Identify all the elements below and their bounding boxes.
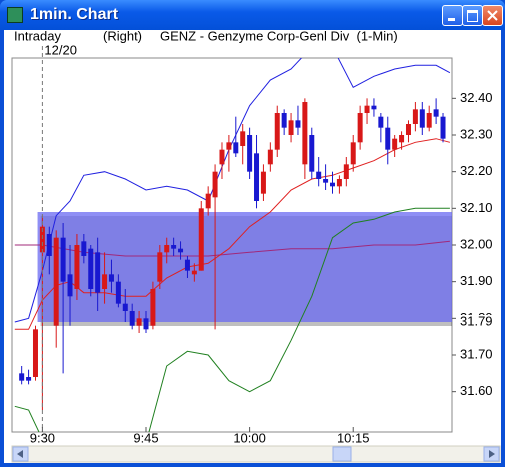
date-label: 12/20 xyxy=(44,42,77,57)
y-tick-label: 31.70 xyxy=(460,346,493,361)
candle-body xyxy=(205,193,211,209)
y-tick-label: 31.60 xyxy=(460,383,493,398)
indicator-line xyxy=(14,58,451,323)
candle-body xyxy=(364,105,370,113)
candle-body xyxy=(295,120,301,128)
candle-body xyxy=(171,245,177,249)
price-zone xyxy=(37,212,452,322)
candle-body xyxy=(164,245,170,253)
candle-body xyxy=(115,281,121,304)
close-icon xyxy=(487,10,498,21)
x-tick-label: 9:30 xyxy=(30,430,55,445)
y-tick-label: 32.10 xyxy=(460,200,493,215)
candle-body xyxy=(412,109,418,124)
candle-body xyxy=(267,149,273,165)
candle-body xyxy=(316,171,322,179)
candle-body xyxy=(440,116,446,139)
candle-body xyxy=(198,208,204,271)
y-tick-label: 32.40 xyxy=(460,90,493,105)
chart-title: GENZ - Genzyme Corp-Genl Div (1-Min) xyxy=(160,28,398,43)
title-bar: 1min. Chart xyxy=(0,0,505,30)
candle-body xyxy=(219,149,225,165)
side-label: (Right) xyxy=(103,28,142,43)
scroll-right-arrow xyxy=(489,450,495,458)
candle-body xyxy=(336,179,342,187)
candle-body xyxy=(426,113,432,128)
candle-body xyxy=(53,237,59,326)
period-label: Intraday xyxy=(14,28,61,43)
candle-body xyxy=(254,153,260,201)
candle-body xyxy=(102,274,108,289)
candle-body xyxy=(274,113,280,150)
candle-body xyxy=(288,120,294,135)
scrollbar[interactable] xyxy=(11,445,501,463)
window-title: 1min. Chart xyxy=(30,6,119,23)
candle-body xyxy=(184,259,190,271)
plot-layer xyxy=(14,58,452,432)
candle-body xyxy=(399,135,405,143)
candle-body xyxy=(212,171,218,198)
candle-body xyxy=(74,245,80,289)
candle-body xyxy=(136,318,142,326)
scroll-thumb[interactable] xyxy=(332,446,352,462)
candle-body xyxy=(357,113,363,143)
candle-body xyxy=(122,303,128,311)
candle-body xyxy=(178,248,184,253)
candle-body xyxy=(143,318,149,330)
candle-body xyxy=(226,142,232,150)
close-button[interactable] xyxy=(482,5,503,26)
candle-body xyxy=(302,102,308,165)
candle-body xyxy=(419,109,425,128)
candle-body xyxy=(247,135,253,172)
candle-body xyxy=(240,131,246,146)
y-tick-label: 31.90 xyxy=(460,273,493,288)
candle-body xyxy=(378,116,384,128)
candle-body xyxy=(371,105,377,110)
candle-body xyxy=(129,311,135,326)
candle-body xyxy=(191,270,197,275)
candle-body xyxy=(26,377,32,381)
candle-body xyxy=(309,135,315,172)
indicator-line xyxy=(14,207,450,432)
candle-body xyxy=(46,234,52,256)
candle-body xyxy=(157,252,163,282)
candle-body xyxy=(260,171,266,194)
candle-body xyxy=(330,182,336,187)
candle-body xyxy=(233,142,239,154)
x-tick-label: 9:45 xyxy=(133,430,158,445)
zone-label: 31.79 xyxy=(460,313,493,328)
x-tick-label: 10:15 xyxy=(337,430,370,445)
candle-body xyxy=(88,248,94,289)
candle-body xyxy=(19,373,25,381)
candle-body xyxy=(32,329,38,377)
x-tick-label: 10:00 xyxy=(233,430,266,445)
y-tick-label: 32.30 xyxy=(460,126,493,141)
candle-body xyxy=(392,138,398,150)
candle-body xyxy=(60,237,66,282)
scroll-left-arrow xyxy=(17,450,23,458)
candle-body xyxy=(150,289,156,326)
zone-label-bg xyxy=(458,315,494,329)
candle-body xyxy=(350,142,356,165)
candle-body xyxy=(81,241,87,256)
candle-body xyxy=(433,109,439,117)
candle-body xyxy=(108,274,114,282)
candle-body xyxy=(343,164,349,179)
candle-body xyxy=(281,113,287,128)
candle-body xyxy=(39,226,45,253)
candle-body xyxy=(323,179,329,183)
candle-body xyxy=(95,252,101,293)
y-tick-label: 32.00 xyxy=(460,236,493,251)
candle-body xyxy=(67,274,73,297)
app-icon xyxy=(7,7,23,23)
candle-body xyxy=(385,127,391,150)
y-tick-label: 32.20 xyxy=(460,163,493,178)
candle-body xyxy=(405,124,411,135)
